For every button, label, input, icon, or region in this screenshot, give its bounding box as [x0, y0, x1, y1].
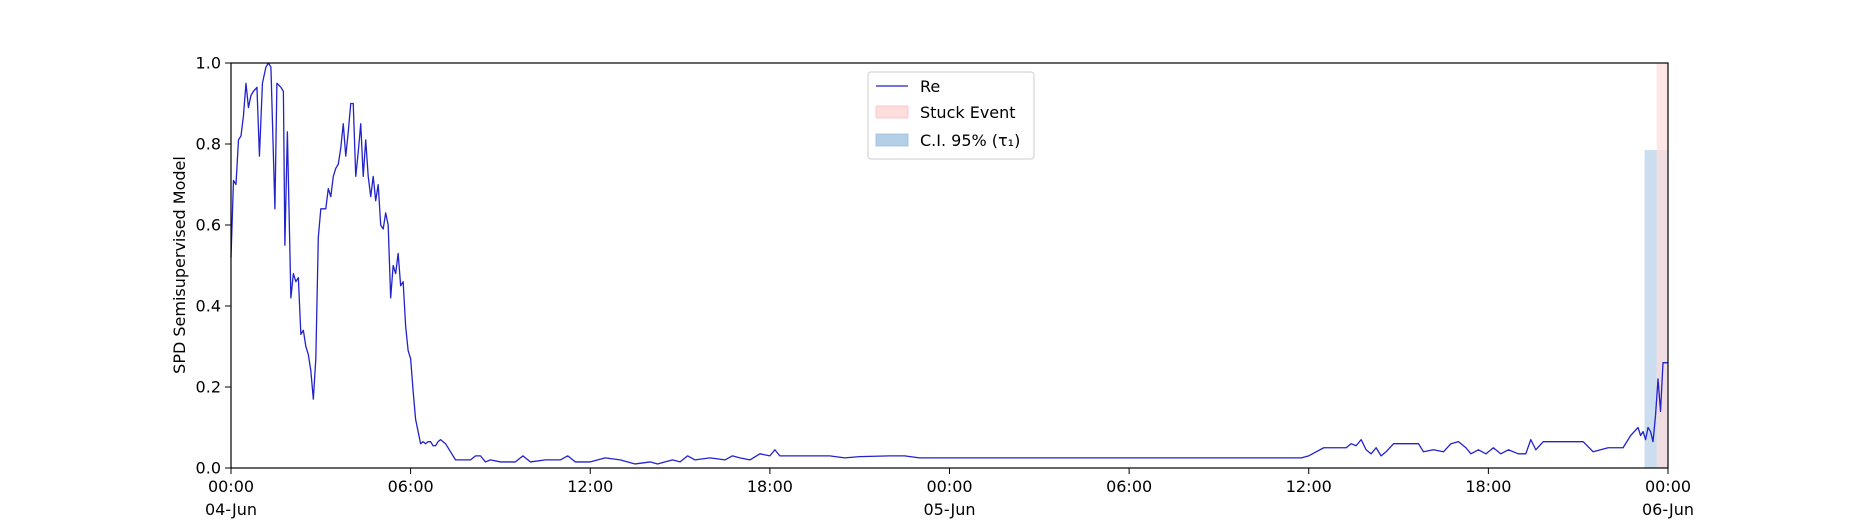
x-tick-label: 12:00 — [1286, 477, 1332, 496]
legend: Re Stuck Event C.I. 95% (τ₁) — [867, 71, 1035, 160]
series-line-0 — [230, 62, 1668, 465]
x-tick-label: 00:00 — [926, 477, 972, 496]
stuck-event-band — [1656, 63, 1668, 468]
series-lines — [230, 62, 1668, 465]
x-tick-label: 1900 — [211, 523, 252, 525]
legend-box — [867, 71, 1035, 160]
x-tick-label: 12:00 — [567, 477, 613, 496]
legend-label-ci: C.I. 95% (τ₁) — [920, 131, 1020, 150]
y-tick-label: 0.4 — [196, 297, 221, 316]
x-tick-label: 06-Jun — [1642, 500, 1694, 519]
x-tick-label: 04-Jun — [205, 500, 257, 519]
x-tick-label: 18:00 — [747, 477, 793, 496]
x-tick-label: 00:00 — [208, 477, 254, 496]
x-tick-label: 06:00 — [1106, 477, 1152, 496]
x-tick-label: 05-Jun — [923, 500, 975, 519]
y-tick-label: 0.0 — [196, 459, 221, 478]
x-tick-label: 00:00 — [1645, 477, 1691, 496]
y-axis: 0.0 0.2 0.4 0.6 0.8 1.0 — [196, 54, 231, 478]
legend-swatch-ci — [875, 133, 909, 147]
y-tick-label: 0.2 — [196, 378, 221, 397]
y-tick-label: 0.8 — [196, 135, 221, 154]
x-axis: 00:00 04-Jun 1900 06:00 12:00 18:00 00:00 05-Ju… — [205, 468, 1694, 525]
y-tick-label: 0.6 — [196, 216, 221, 235]
y-axis-label: SPD Semisupervised Model — [170, 156, 189, 374]
legend-label-series: Re — [920, 77, 940, 96]
y-tick-label: 1.0 — [196, 54, 221, 73]
legend-label-stuck-event: Stuck Event — [920, 103, 1016, 122]
x-tick-label: 06:00 — [388, 477, 434, 496]
legend-swatch-stuck-event — [875, 105, 909, 119]
x-tick-label: 18:00 — [1465, 477, 1511, 496]
